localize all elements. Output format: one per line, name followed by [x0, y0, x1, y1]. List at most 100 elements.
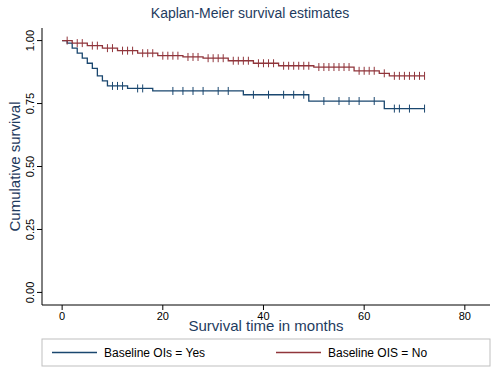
censor-mark [152, 49, 153, 57]
censor-mark [112, 82, 113, 90]
y-tick [37, 229, 42, 230]
censor-mark [127, 47, 128, 55]
censor-mark [359, 97, 360, 105]
censor-mark [268, 59, 269, 67]
censor-mark [208, 54, 209, 62]
legend-swatch [276, 352, 321, 353]
plot-area [62, 37, 424, 113]
censor-mark [384, 69, 385, 77]
censor-mark [77, 39, 78, 47]
censor-mark [374, 67, 375, 75]
censor-mark [318, 63, 319, 71]
censor-mark [213, 54, 214, 62]
survival-curve [62, 41, 424, 76]
censor-mark [243, 57, 244, 65]
censor-mark [323, 97, 324, 105]
censor-mark [323, 63, 324, 71]
censor-mark [369, 67, 370, 75]
censor-mark [142, 49, 143, 57]
y-tick [37, 40, 42, 41]
censor-mark [238, 57, 239, 65]
x-tick-label: 80 [459, 310, 471, 322]
censor-mark [258, 59, 259, 67]
y-tick-label: 0.25 [24, 219, 36, 240]
censor-mark [328, 63, 329, 71]
legend-swatch [52, 352, 97, 353]
censor-mark [288, 62, 289, 70]
legend-label: Baseline OIS = No [328, 346, 427, 360]
censor-mark [193, 53, 194, 61]
censor-mark [349, 63, 350, 71]
censor-mark [394, 72, 395, 80]
censor-mark [268, 91, 269, 99]
censor-mark [117, 82, 118, 90]
censor-mark [333, 63, 334, 71]
title: Kaplan-Meier survival estimates [151, 5, 349, 21]
x-tick-label: 0 [59, 310, 65, 322]
censor-mark [92, 42, 93, 50]
censor-mark [142, 84, 143, 92]
censor-mark [409, 105, 410, 113]
censor-mark [112, 44, 113, 52]
censor-mark [364, 67, 365, 75]
y-tick-label: 1.00 [24, 30, 36, 51]
censor-mark [399, 72, 400, 80]
x-axis-title: Survival time in months [188, 317, 343, 334]
censor-mark [182, 87, 183, 95]
censor-mark [404, 72, 405, 80]
legend-label: Baseline OIs = Yes [104, 346, 205, 360]
censor-mark [414, 72, 415, 80]
censor-mark [67, 37, 68, 45]
censor-mark [218, 87, 219, 95]
censor-mark [338, 97, 339, 105]
censor-mark [132, 47, 133, 55]
censor-mark [283, 91, 284, 99]
censor-mark [187, 53, 188, 61]
censor-mark [198, 53, 199, 61]
censor-mark [203, 87, 204, 95]
censor-mark [162, 52, 163, 60]
censor-mark [419, 72, 420, 80]
censor-mark [228, 87, 229, 95]
censor-mark [172, 87, 173, 95]
censor-mark [399, 105, 400, 113]
chart: Kaplan-Meier survival estimates020406080… [0, 0, 500, 373]
censor-mark [344, 63, 345, 71]
x-axis [42, 305, 490, 306]
censor-mark [283, 62, 284, 70]
y-tick-label: 0.00 [24, 282, 36, 303]
censor-mark [147, 49, 148, 57]
censor-mark [394, 105, 395, 113]
y-tick [37, 103, 42, 104]
censor-mark [409, 72, 410, 80]
censor-mark [424, 105, 425, 113]
background [0, 0, 500, 373]
x-tick-label: 60 [358, 310, 370, 322]
y-tick [37, 166, 42, 167]
x-tick-label: 20 [157, 310, 169, 322]
censor-mark [97, 42, 98, 50]
censor-mark [223, 54, 224, 62]
censor-mark [177, 52, 178, 60]
censor-mark [424, 72, 425, 80]
survival-curve [62, 41, 424, 109]
censor-mark [107, 44, 108, 52]
censor-mark [248, 57, 249, 65]
censor-mark [308, 62, 309, 70]
censor-mark [374, 97, 375, 105]
y-axis-title: Cumulative survival [6, 101, 23, 231]
censor-mark [273, 59, 274, 67]
censor-mark [349, 97, 350, 105]
censor-mark [359, 67, 360, 75]
censor-mark [137, 84, 138, 92]
censor-mark [293, 91, 294, 99]
censor-mark [253, 91, 254, 99]
censor-mark [263, 59, 264, 67]
censor-mark [218, 54, 219, 62]
y-tick-label: 0.75 [24, 93, 36, 114]
censor-mark [82, 39, 83, 47]
legend [42, 339, 490, 366]
censor-mark [193, 87, 194, 95]
y-tick [37, 292, 42, 293]
censor-mark [172, 52, 173, 60]
